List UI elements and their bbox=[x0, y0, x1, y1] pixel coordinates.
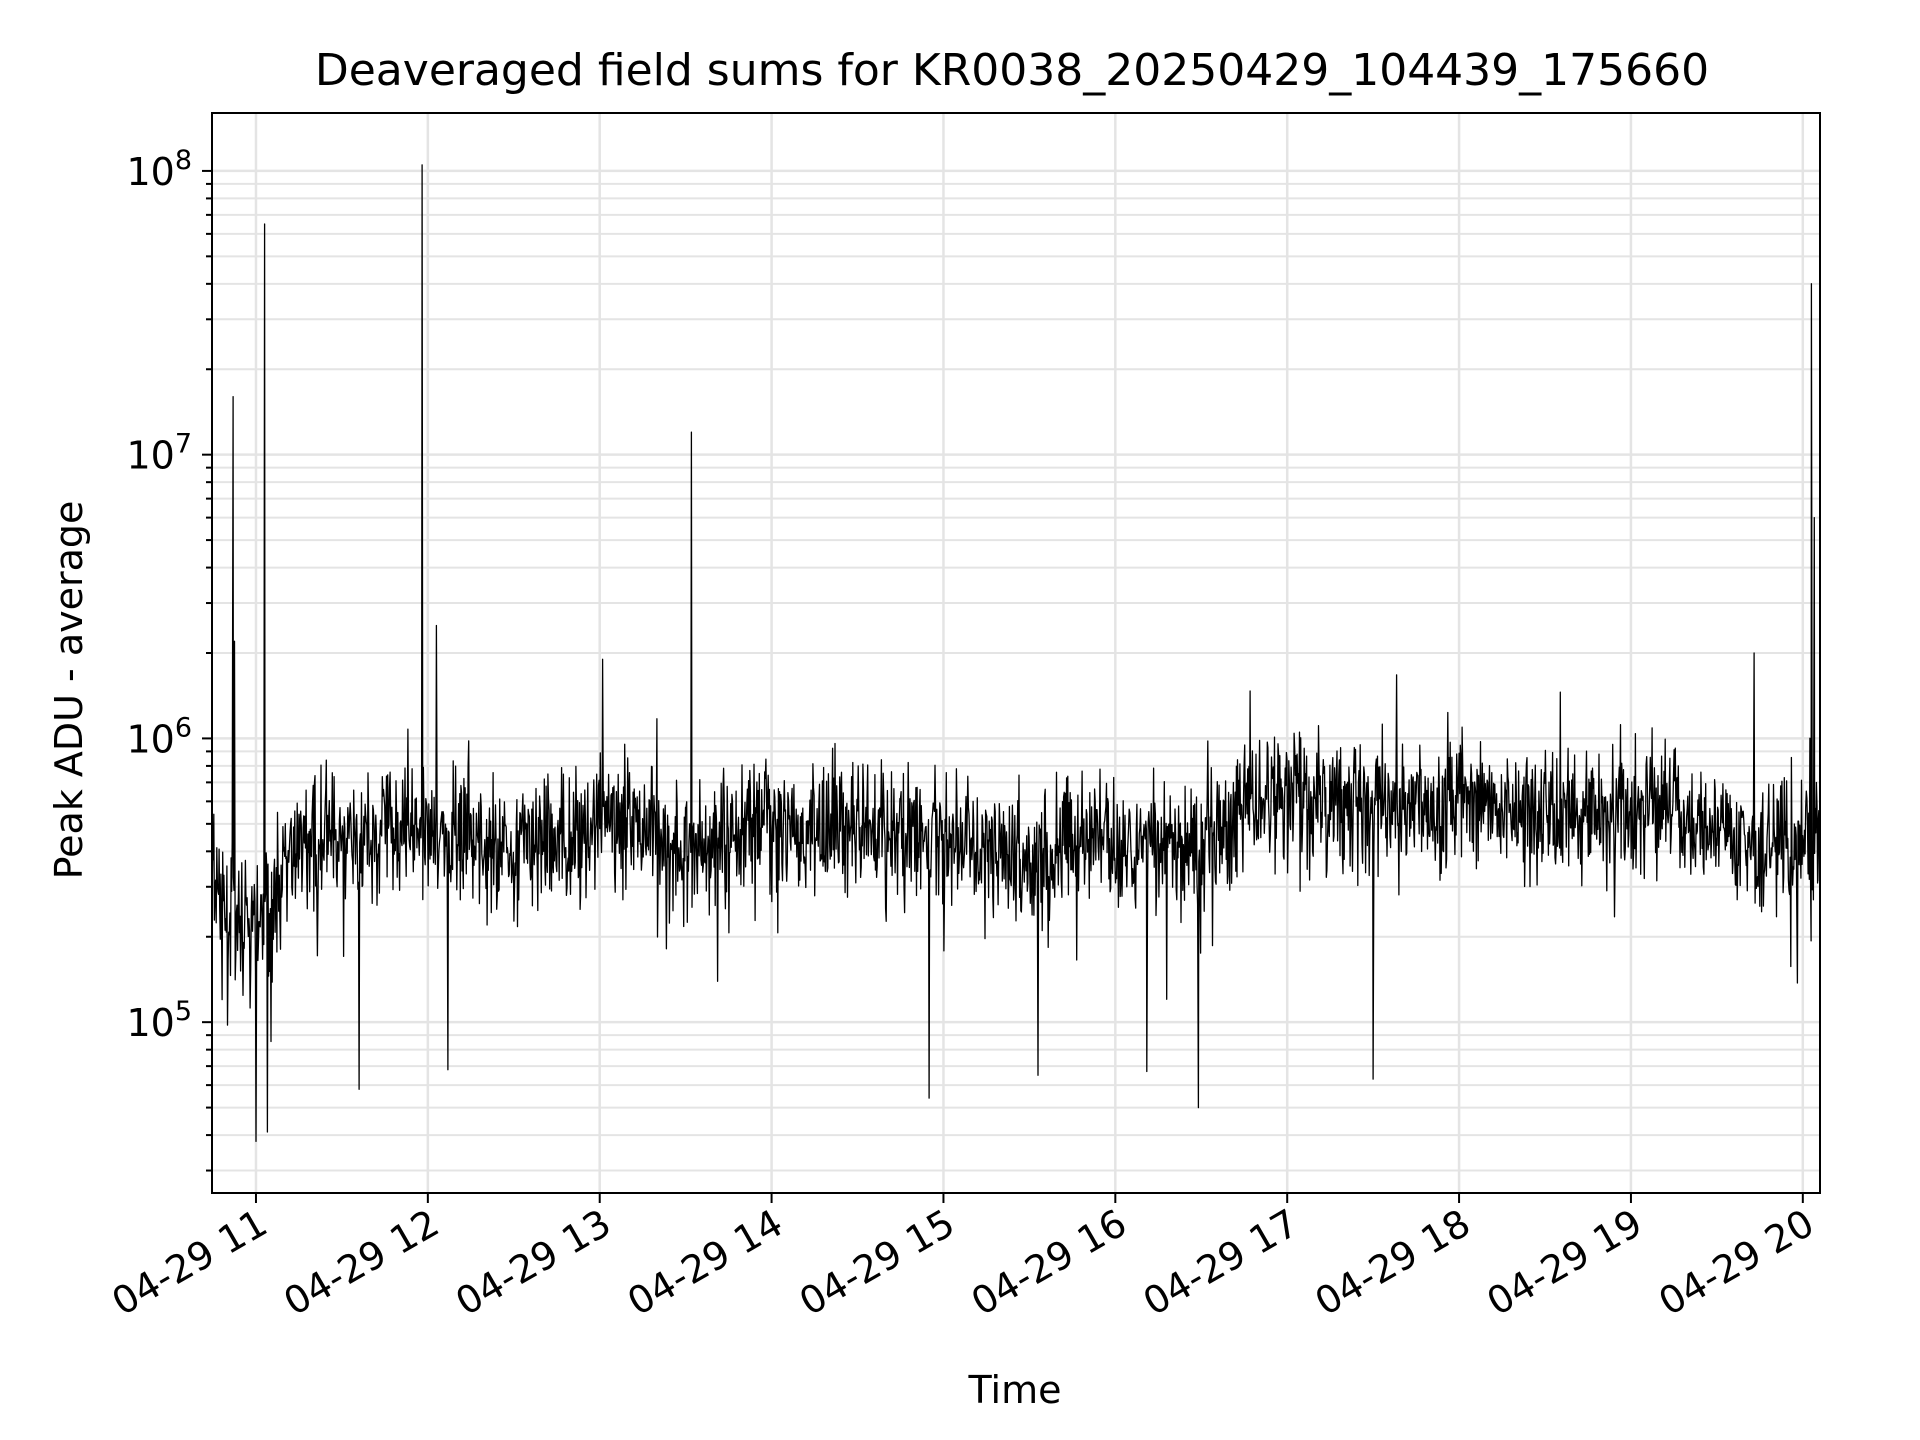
y-tick-label: 108 bbox=[126, 145, 192, 194]
plot-line bbox=[211, 164, 1821, 1143]
y-tick-exponent: 8 bbox=[175, 145, 192, 176]
y-tick-base: 10 bbox=[126, 434, 174, 478]
chart-title: Deaveraged field sums for KR0038_2025042… bbox=[315, 45, 1709, 96]
y-axis-label: Peak ADU - average bbox=[47, 501, 91, 880]
y-tick-label: 107 bbox=[126, 429, 192, 478]
y-tick-base: 10 bbox=[126, 150, 174, 194]
y-tick-base: 10 bbox=[126, 1001, 174, 1045]
y-tick-label: 105 bbox=[126, 996, 192, 1045]
plot-frame bbox=[211, 112, 1821, 1194]
series-line bbox=[211, 164, 1821, 1143]
x-axis-label: Time bbox=[968, 1368, 1062, 1412]
y-tick-exponent: 5 bbox=[175, 996, 192, 1027]
y-tick-base: 10 bbox=[126, 717, 174, 761]
y-tick-exponent: 6 bbox=[175, 712, 192, 743]
y-tick-label: 106 bbox=[126, 712, 192, 761]
y-tick-exponent: 7 bbox=[175, 429, 192, 460]
